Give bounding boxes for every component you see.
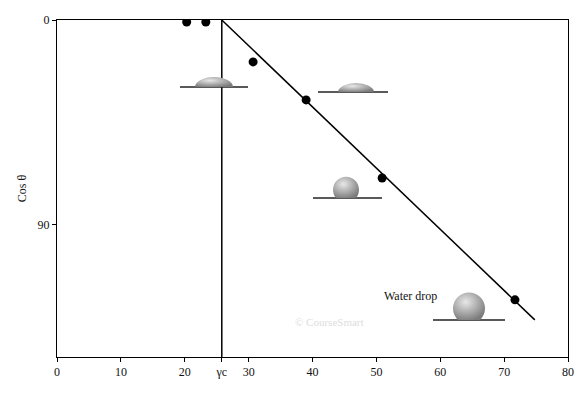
svg-text:© CourseSmart: © CourseSmart bbox=[295, 316, 364, 328]
svg-text:70: 70 bbox=[498, 365, 510, 379]
svg-text:30: 30 bbox=[243, 365, 255, 379]
svg-text:0: 0 bbox=[54, 365, 60, 379]
svg-text:20: 20 bbox=[179, 365, 191, 379]
svg-text:Water drop: Water drop bbox=[384, 289, 437, 303]
svg-text:0: 0 bbox=[44, 13, 50, 27]
svg-text:90: 90 bbox=[38, 218, 50, 232]
svg-text:10: 10 bbox=[115, 365, 127, 379]
svg-text:Cos θ: Cos θ bbox=[15, 175, 29, 203]
svg-text:50: 50 bbox=[370, 365, 382, 379]
svg-text:80: 80 bbox=[562, 365, 574, 379]
svg-text:γc: γc bbox=[215, 365, 227, 379]
svg-text:60: 60 bbox=[434, 365, 446, 379]
svg-text:40: 40 bbox=[307, 365, 319, 379]
